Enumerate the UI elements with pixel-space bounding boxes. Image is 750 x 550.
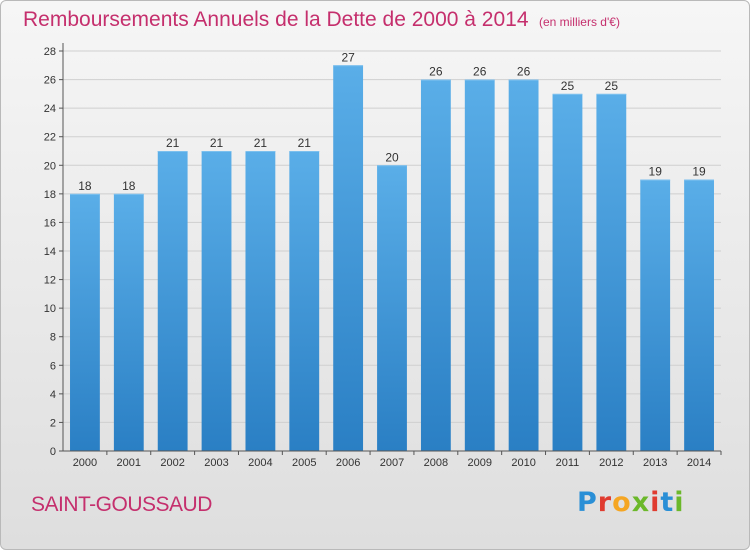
bar: [70, 193, 100, 451]
bar-value-label: 19: [692, 165, 706, 179]
bar: [113, 193, 144, 451]
y-tick-label: 26: [44, 75, 56, 87]
logo-letter: P: [577, 487, 598, 518]
bar-value-label: 25: [605, 79, 619, 93]
bar-value-label: 18: [78, 179, 92, 193]
y-tick-label: 24: [44, 103, 56, 115]
logo-letter: i: [674, 487, 685, 518]
x-tick-label: 2008: [424, 457, 448, 469]
bar: [289, 151, 320, 451]
bar: [377, 165, 407, 452]
y-tick-label: 2: [50, 417, 56, 429]
x-tick-label: 2000: [73, 457, 97, 469]
x-tick-label: 2013: [643, 457, 667, 469]
x-tick-label: 2001: [117, 457, 141, 469]
bar: [640, 179, 671, 452]
bar-value-label: 19: [649, 165, 663, 179]
y-tick-label: 20: [44, 160, 56, 172]
y-tick-label: 6: [50, 360, 56, 372]
x-tick-label: 2005: [292, 457, 316, 469]
bar: [157, 151, 188, 451]
y-tick-label: 12: [44, 275, 56, 287]
bar: [420, 79, 451, 452]
bar: [508, 79, 539, 452]
x-tick-label: 2014: [687, 457, 711, 469]
x-tick-label: 2009: [467, 457, 491, 469]
bar-value-label: 18: [122, 179, 136, 193]
logo-letter: i: [650, 487, 661, 518]
bar-value-label: 21: [298, 136, 312, 150]
y-tick-label: 16: [44, 217, 56, 229]
x-tick-label: 2011: [556, 457, 580, 469]
bar-value-label: 25: [561, 79, 575, 93]
bar: [552, 93, 583, 451]
y-tick-label: 4: [50, 389, 56, 401]
y-tick-label: 8: [50, 332, 56, 344]
y-tick-label: 14: [44, 246, 56, 258]
title-unit: (en milliers d'€): [538, 15, 620, 29]
bar-value-label: 26: [517, 65, 531, 79]
x-tick-label: 2007: [380, 457, 404, 469]
y-tick-label: 22: [44, 132, 56, 144]
y-tick-label: 0: [50, 446, 56, 458]
x-tick-label: 2012: [599, 457, 623, 469]
bar: [201, 151, 232, 451]
bar: [333, 65, 364, 452]
logo-letter: o: [612, 487, 632, 518]
bar-value-label: 27: [341, 50, 355, 64]
bar-value-label: 26: [473, 65, 487, 79]
bar-value-label: 21: [254, 136, 268, 150]
logo-letter: x: [631, 487, 651, 518]
y-tick-label: 10: [44, 303, 56, 315]
proxiti-logo: Proxiti: [577, 487, 685, 518]
commune-name: SAINT-GOUSSAUD: [31, 493, 212, 516]
bar-value-label: 21: [166, 136, 180, 150]
bar-value-label: 21: [210, 136, 224, 150]
bar: [464, 79, 495, 452]
bar: [684, 179, 714, 452]
x-tick-label: 2010: [511, 457, 535, 469]
bar-value-label: 20: [385, 150, 399, 164]
bar: [596, 93, 627, 451]
logo-letter: t: [660, 487, 675, 518]
y-tick-label: 18: [44, 189, 56, 201]
x-tick-label: 2002: [160, 457, 184, 469]
title-main: Remboursements Annuels de la Dette de 20…: [23, 8, 529, 31]
logo-letter: r: [597, 487, 613, 518]
bar-value-label: 26: [429, 65, 443, 79]
x-tick-label: 2006: [336, 457, 360, 469]
x-tick-label: 2004: [248, 457, 272, 469]
x-tick-label: 2003: [204, 457, 228, 469]
y-tick-label: 28: [44, 46, 56, 58]
chart-title: Remboursements Annuels de la Dette de 20…: [23, 8, 620, 32]
bar: [245, 151, 276, 451]
